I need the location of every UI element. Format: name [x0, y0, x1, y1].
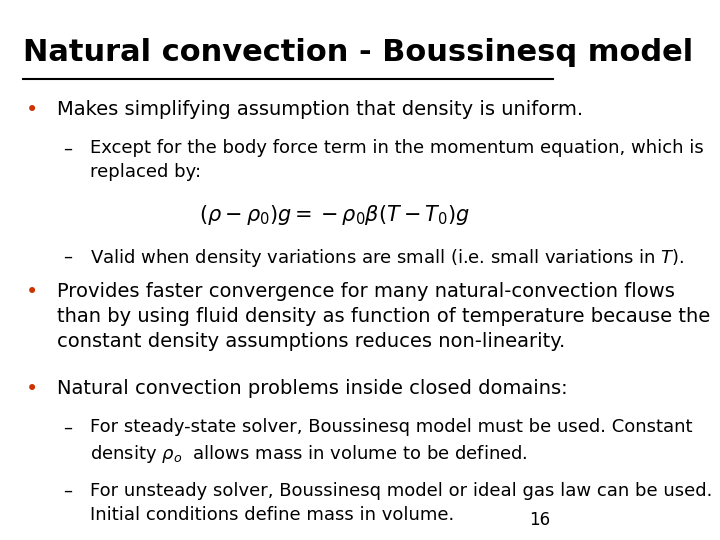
Text: –: –	[63, 482, 73, 500]
Text: Natural convection - Boussinesq model: Natural convection - Boussinesq model	[23, 38, 693, 67]
Text: For unsteady solver, Boussinesq model or ideal gas law can be used.
Initial cond: For unsteady solver, Boussinesq model or…	[90, 482, 712, 524]
Text: •: •	[25, 282, 37, 302]
Text: •: •	[25, 379, 37, 399]
Text: –: –	[63, 418, 73, 436]
Text: 16: 16	[529, 511, 550, 529]
Text: Except for the body force term in the momentum equation, which is
replaced by:: Except for the body force term in the mo…	[90, 139, 703, 181]
Text: Makes simplifying assumption that density is uniform.: Makes simplifying assumption that densit…	[57, 100, 583, 119]
Text: –: –	[63, 247, 73, 265]
Text: $(\rho - \rho_0)g = -\rho_0 \beta (T - T_0)g$: $(\rho - \rho_0)g = -\rho_0 \beta (T - T…	[199, 203, 469, 227]
Text: •: •	[25, 100, 37, 120]
Text: –: –	[63, 139, 73, 157]
Text: Natural convection problems inside closed domains:: Natural convection problems inside close…	[57, 379, 567, 398]
Text: Valid when density variations are small (i.e. small variations in $T$).: Valid when density variations are small …	[90, 247, 684, 269]
Text: Provides faster convergence for many natural-convection flows
than by using flui: Provides faster convergence for many nat…	[57, 282, 710, 352]
Text: For steady-state solver, Boussinesq model must be used. Constant
density $\rho_o: For steady-state solver, Boussinesq mode…	[90, 418, 692, 465]
